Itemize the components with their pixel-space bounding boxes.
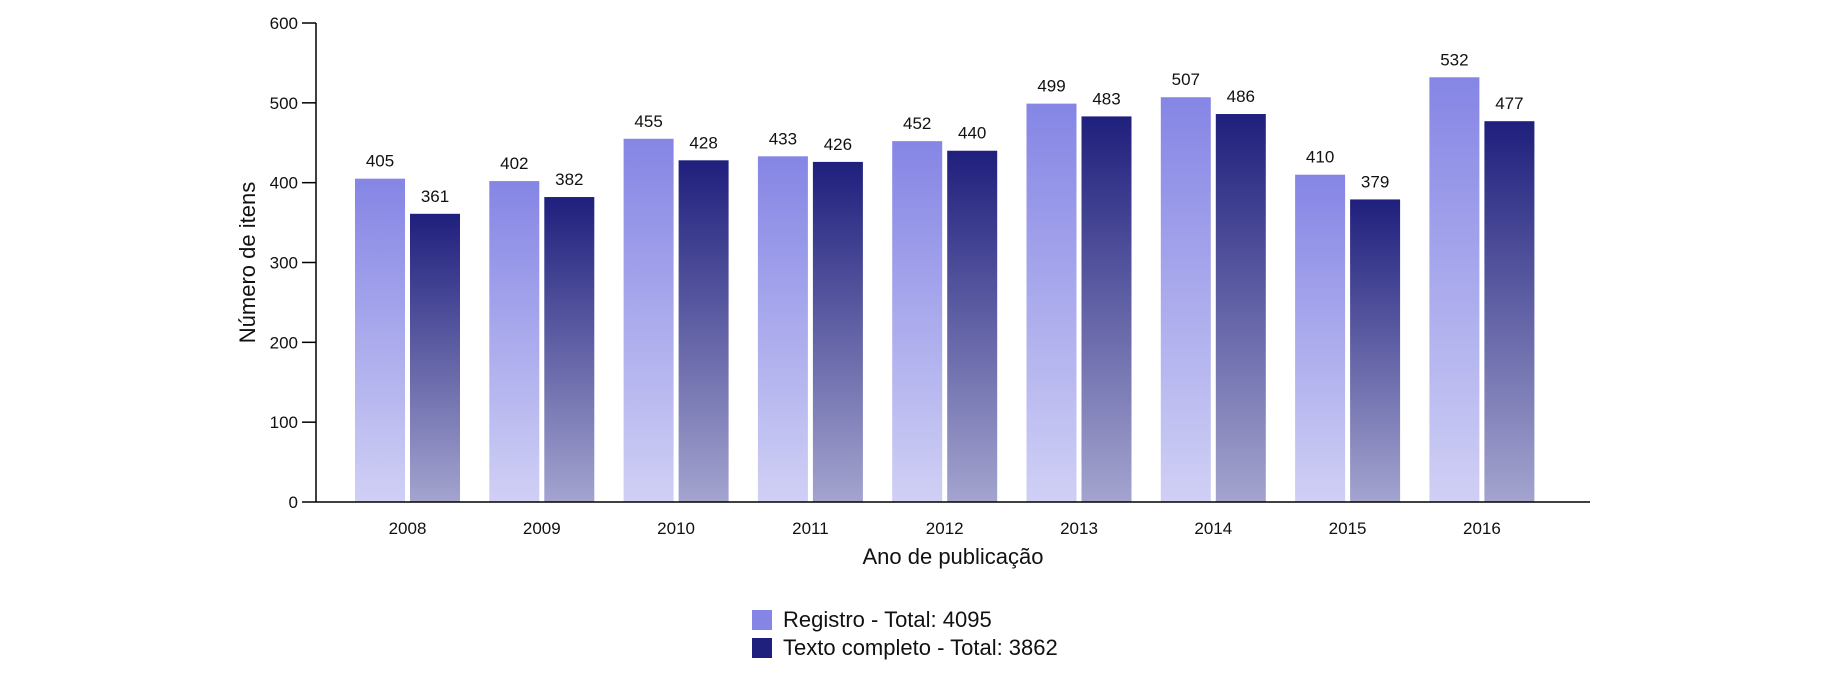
bar-texto-completo-2012: [947, 150, 998, 502]
y-axis-ticks: 0 100 200 300 400 500 600: [270, 14, 316, 512]
legend-label-registro: Registro - Total: 4095: [783, 607, 992, 632]
data-label: 426: [824, 135, 852, 154]
data-label: 379: [1361, 172, 1389, 191]
data-label: 440: [958, 124, 986, 143]
x-tick-label: 2013: [1060, 519, 1098, 538]
data-label: 507: [1172, 70, 1200, 89]
y-axis-title: Número de itens: [235, 182, 260, 343]
data-label: 410: [1306, 148, 1334, 167]
y-tick-label: 600: [270, 14, 298, 33]
bar-texto-completo-2016: [1484, 121, 1535, 502]
legend-item-registro: Registro - Total: 4095: [752, 606, 1058, 634]
x-tick-label: 2012: [926, 519, 964, 538]
bar-registro-2015: [1295, 174, 1346, 502]
data-label: 477: [1495, 94, 1523, 113]
bar-registro-2011: [757, 156, 808, 503]
legend-swatch-registro: [752, 610, 772, 630]
bar-texto-completo-2013: [1081, 116, 1132, 502]
legend: Registro - Total: 4095 Texto completo - …: [752, 606, 1058, 662]
data-label: 483: [1092, 89, 1120, 108]
y-tick-label: 300: [270, 254, 298, 273]
data-label: 433: [769, 129, 797, 148]
data-label: 532: [1440, 50, 1468, 69]
y-tick-label: 400: [270, 174, 298, 193]
x-axis-title: Ano de publicação: [862, 544, 1043, 569]
bar-registro-2012: [892, 141, 943, 503]
bar-texto-completo-2011: [812, 161, 863, 502]
bar-texto-completo-2014: [1215, 114, 1266, 502]
bar-texto-completo-2009: [544, 197, 595, 502]
y-tick-label: 0: [289, 493, 298, 512]
data-label: 452: [903, 114, 931, 133]
bar-registro-2014: [1160, 97, 1211, 503]
bars: 405 361 402 382 455 428 433 426 452 440 499 483 507 4…: [355, 50, 1535, 503]
x-tick-label: 2008: [389, 519, 427, 538]
x-tick-label: 2009: [523, 519, 561, 538]
data-label: 361: [421, 187, 449, 206]
x-tick-label: 2015: [1329, 519, 1367, 538]
y-tick-label: 500: [270, 94, 298, 113]
bar-registro-2009: [489, 181, 540, 502]
x-tick-label: 2011: [792, 519, 829, 538]
data-label: 428: [689, 133, 717, 152]
bar-registro-2008: [355, 178, 405, 503]
x-tick-label: 2016: [1463, 519, 1501, 538]
x-tick-label: 2010: [657, 519, 695, 538]
y-tick-label: 100: [270, 413, 298, 432]
data-label: 486: [1227, 87, 1255, 106]
data-label: 382: [555, 170, 583, 189]
bar-texto-completo-2015: [1350, 199, 1401, 502]
bar-texto-completo-2010: [678, 160, 729, 502]
x-axis-ticks: 2008 2009 2010 2011 2012 2013 2014 2015 2016: [389, 519, 1501, 538]
bar-registro-2010: [623, 138, 674, 502]
legend-label-texto-completo: Texto completo - Total: 3862: [783, 635, 1058, 660]
bar-texto-completo-2008: [410, 213, 460, 502]
data-label: 455: [634, 112, 662, 131]
legend-item-texto-completo: Texto completo - Total: 3862: [752, 634, 1058, 662]
x-tick-label: 2014: [1194, 519, 1232, 538]
bar-registro-2016: [1429, 77, 1480, 502]
data-label: 405: [366, 152, 394, 171]
data-label: 402: [500, 154, 528, 173]
bar-registro-2013: [1026, 103, 1077, 503]
data-label: 499: [1037, 77, 1065, 96]
legend-swatch-texto-completo: [752, 638, 772, 658]
y-tick-label: 200: [270, 333, 298, 352]
